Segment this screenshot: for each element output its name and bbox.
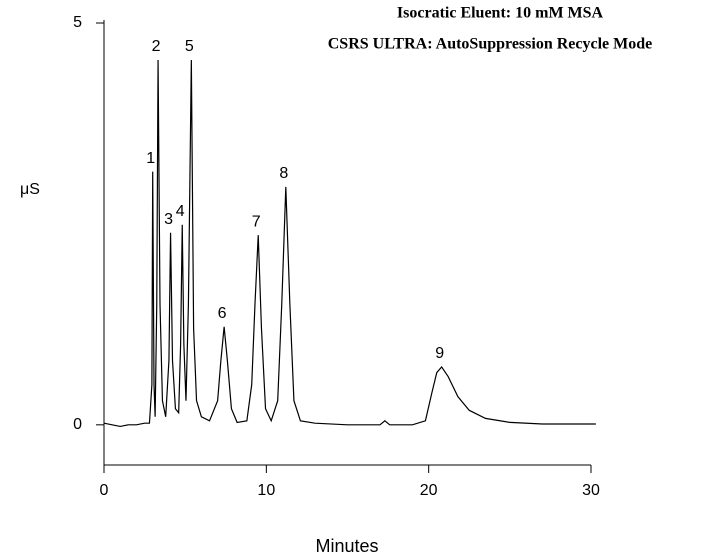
y-tick-label: 5 [73,14,82,31]
chart-subtitle: CSRS ULTRA: AutoSuppression Recycle Mode [328,36,652,53]
peak-label: 6 [218,305,227,322]
y-tick-label: 0 [73,416,82,433]
peak-label: 9 [435,345,444,362]
x-tick-label: 30 [582,482,600,499]
x-tick-label: 20 [420,482,438,499]
chart-title: Isocratic Eluent: 10 mM MSA [397,5,604,22]
peak-label: 4 [176,203,185,220]
peak-label: 2 [152,38,161,55]
y-axis-label: μS [20,181,40,198]
peak-label: 7 [252,213,261,230]
peak-label: 5 [185,38,194,55]
x-axis-label: Minutes [315,536,378,556]
peak-label: 8 [279,165,288,182]
x-tick-label: 0 [100,482,109,499]
x-tick-label: 10 [257,482,275,499]
trace [103,59,596,428]
peak-label: 3 [164,211,173,228]
peak-label: 1 [146,150,155,167]
